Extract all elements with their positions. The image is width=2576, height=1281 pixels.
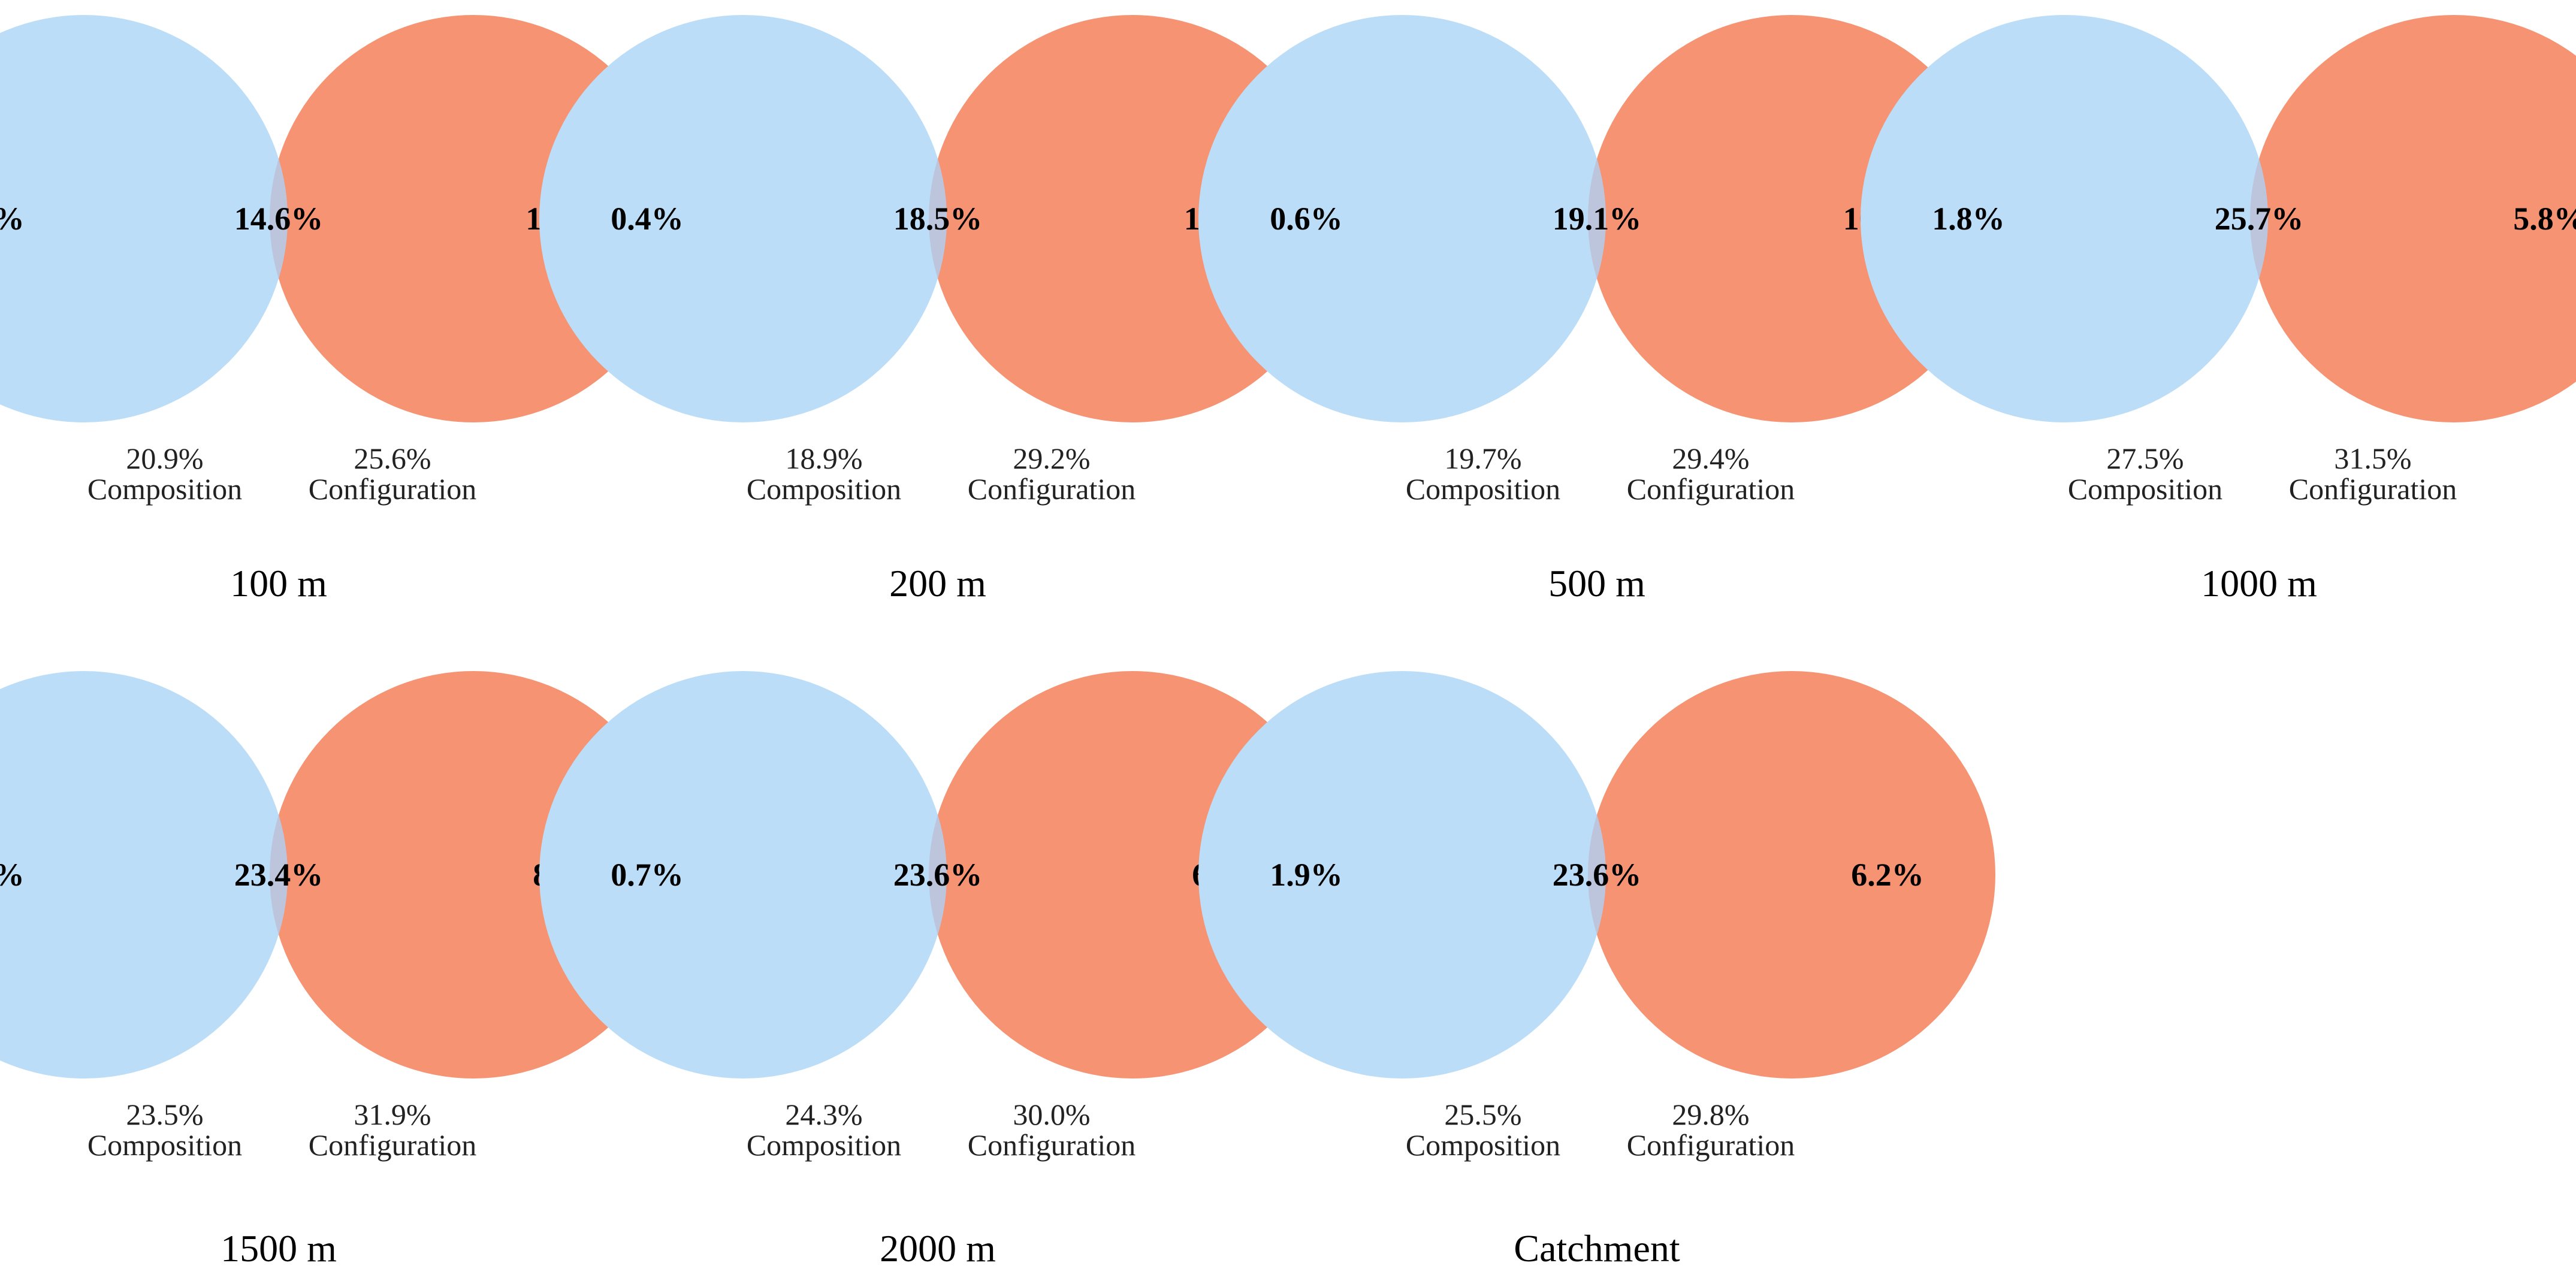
shared-value: 23.6%	[893, 857, 983, 893]
configuration-total-value: 29.2%	[1013, 442, 1090, 475]
configuration-label: Configuration	[309, 472, 477, 506]
panel-title: 2000 m	[880, 1227, 996, 1270]
composition-only-value: 6.3%	[0, 201, 25, 237]
venn-panel: 0.6%19.1%10.3%19.7%29.4%CompositionConfi…	[1198, 15, 1995, 605]
shared-value: 23.6%	[1553, 857, 1642, 893]
panel-title: 1000 m	[2201, 562, 2317, 605]
venn-panel: 1.9% 23.6% 6.2% 25.5% 29.8% Composition Config…	[1198, 671, 1995, 1270]
panel-title: 200 m	[889, 562, 986, 605]
composition-circle	[539, 671, 947, 1078]
configuration-circle	[2250, 15, 2576, 422]
composition-label: Composition	[87, 1128, 242, 1162]
configuration-label: Configuration	[2289, 472, 2457, 506]
composition-label: Composition	[1406, 1128, 1560, 1162]
shared-value: 25.7%	[2215, 201, 2304, 237]
composition-label: Composition	[747, 472, 901, 506]
venn-panel: 0.7%23.6%6.4%24.3%30.0%CompositionConfig…	[539, 671, 1336, 1270]
shared-value: 14.6%	[234, 201, 324, 237]
composition-circle	[0, 671, 288, 1078]
configuration-total-value: 29.4%	[1672, 442, 1749, 475]
configuration-total-value: 29.8%	[1672, 1098, 1749, 1131]
composition-label: Composition	[87, 472, 242, 506]
composition-circle	[539, 15, 947, 422]
composition-only-value: 0.4%	[611, 201, 684, 237]
venn-panel: 1.8% 25.7% 5.8% 27.5% 31.5% Composition Config…	[1861, 15, 2576, 605]
composition-circle	[1198, 15, 1606, 422]
composition-only-value: 1.9%	[1270, 857, 1343, 893]
configuration-only-value: 5.8%	[2513, 201, 2576, 237]
composition-only-value: 1.8%	[1932, 201, 2005, 237]
panel-title: Catchment	[1514, 1227, 1680, 1270]
configuration-total-value: 30.0%	[1013, 1098, 1090, 1131]
configuration-total-value: 31.9%	[354, 1098, 431, 1131]
composition-circle	[1198, 671, 1606, 1078]
venn-panel: 0.4%18.5%10.7%18.9%29.2%CompositionConfi…	[539, 15, 1336, 605]
configuration-label: Configuration	[309, 1128, 477, 1162]
composition-label: Composition	[747, 1128, 901, 1162]
configuration-only-value: 6.2%	[1851, 857, 1924, 893]
panel-title: 500 m	[1548, 562, 1645, 605]
shared-value: 23.4%	[234, 857, 324, 893]
composition-circle	[0, 15, 288, 422]
configuration-label: Configuration	[1627, 472, 1795, 506]
composition-total-value: 18.9%	[785, 442, 862, 475]
configuration-circle	[1588, 671, 1995, 1078]
composition-only-value: 0.1%	[0, 857, 25, 893]
configuration-label: Configuration	[1627, 1128, 1795, 1162]
composition-total-value: 23.5%	[126, 1098, 203, 1131]
composition-only-value: 0.6%	[1270, 201, 1343, 237]
panel-title: 100 m	[230, 562, 327, 605]
panel-title: 1500 m	[221, 1227, 337, 1270]
composition-label: Composition	[1406, 472, 1560, 506]
composition-total-value: 25.5%	[1444, 1098, 1521, 1131]
shared-value: 18.5%	[893, 201, 983, 237]
composition-only-value: 0.7%	[611, 857, 684, 893]
configuration-total-value: 31.5%	[2334, 442, 2411, 475]
composition-total-value: 24.3%	[785, 1098, 862, 1131]
composition-total-value: 19.7%	[1444, 442, 1521, 475]
composition-total-value: 20.9%	[126, 442, 203, 475]
configuration-total-value: 25.6%	[354, 442, 431, 475]
composition-circle	[1861, 15, 2268, 422]
configuration-label: Configuration	[968, 472, 1136, 506]
shared-value: 19.1%	[1553, 201, 1642, 237]
configuration-label: Configuration	[968, 1128, 1136, 1162]
composition-label: Composition	[2068, 472, 2222, 506]
composition-total-value: 27.5%	[2106, 442, 2184, 475]
